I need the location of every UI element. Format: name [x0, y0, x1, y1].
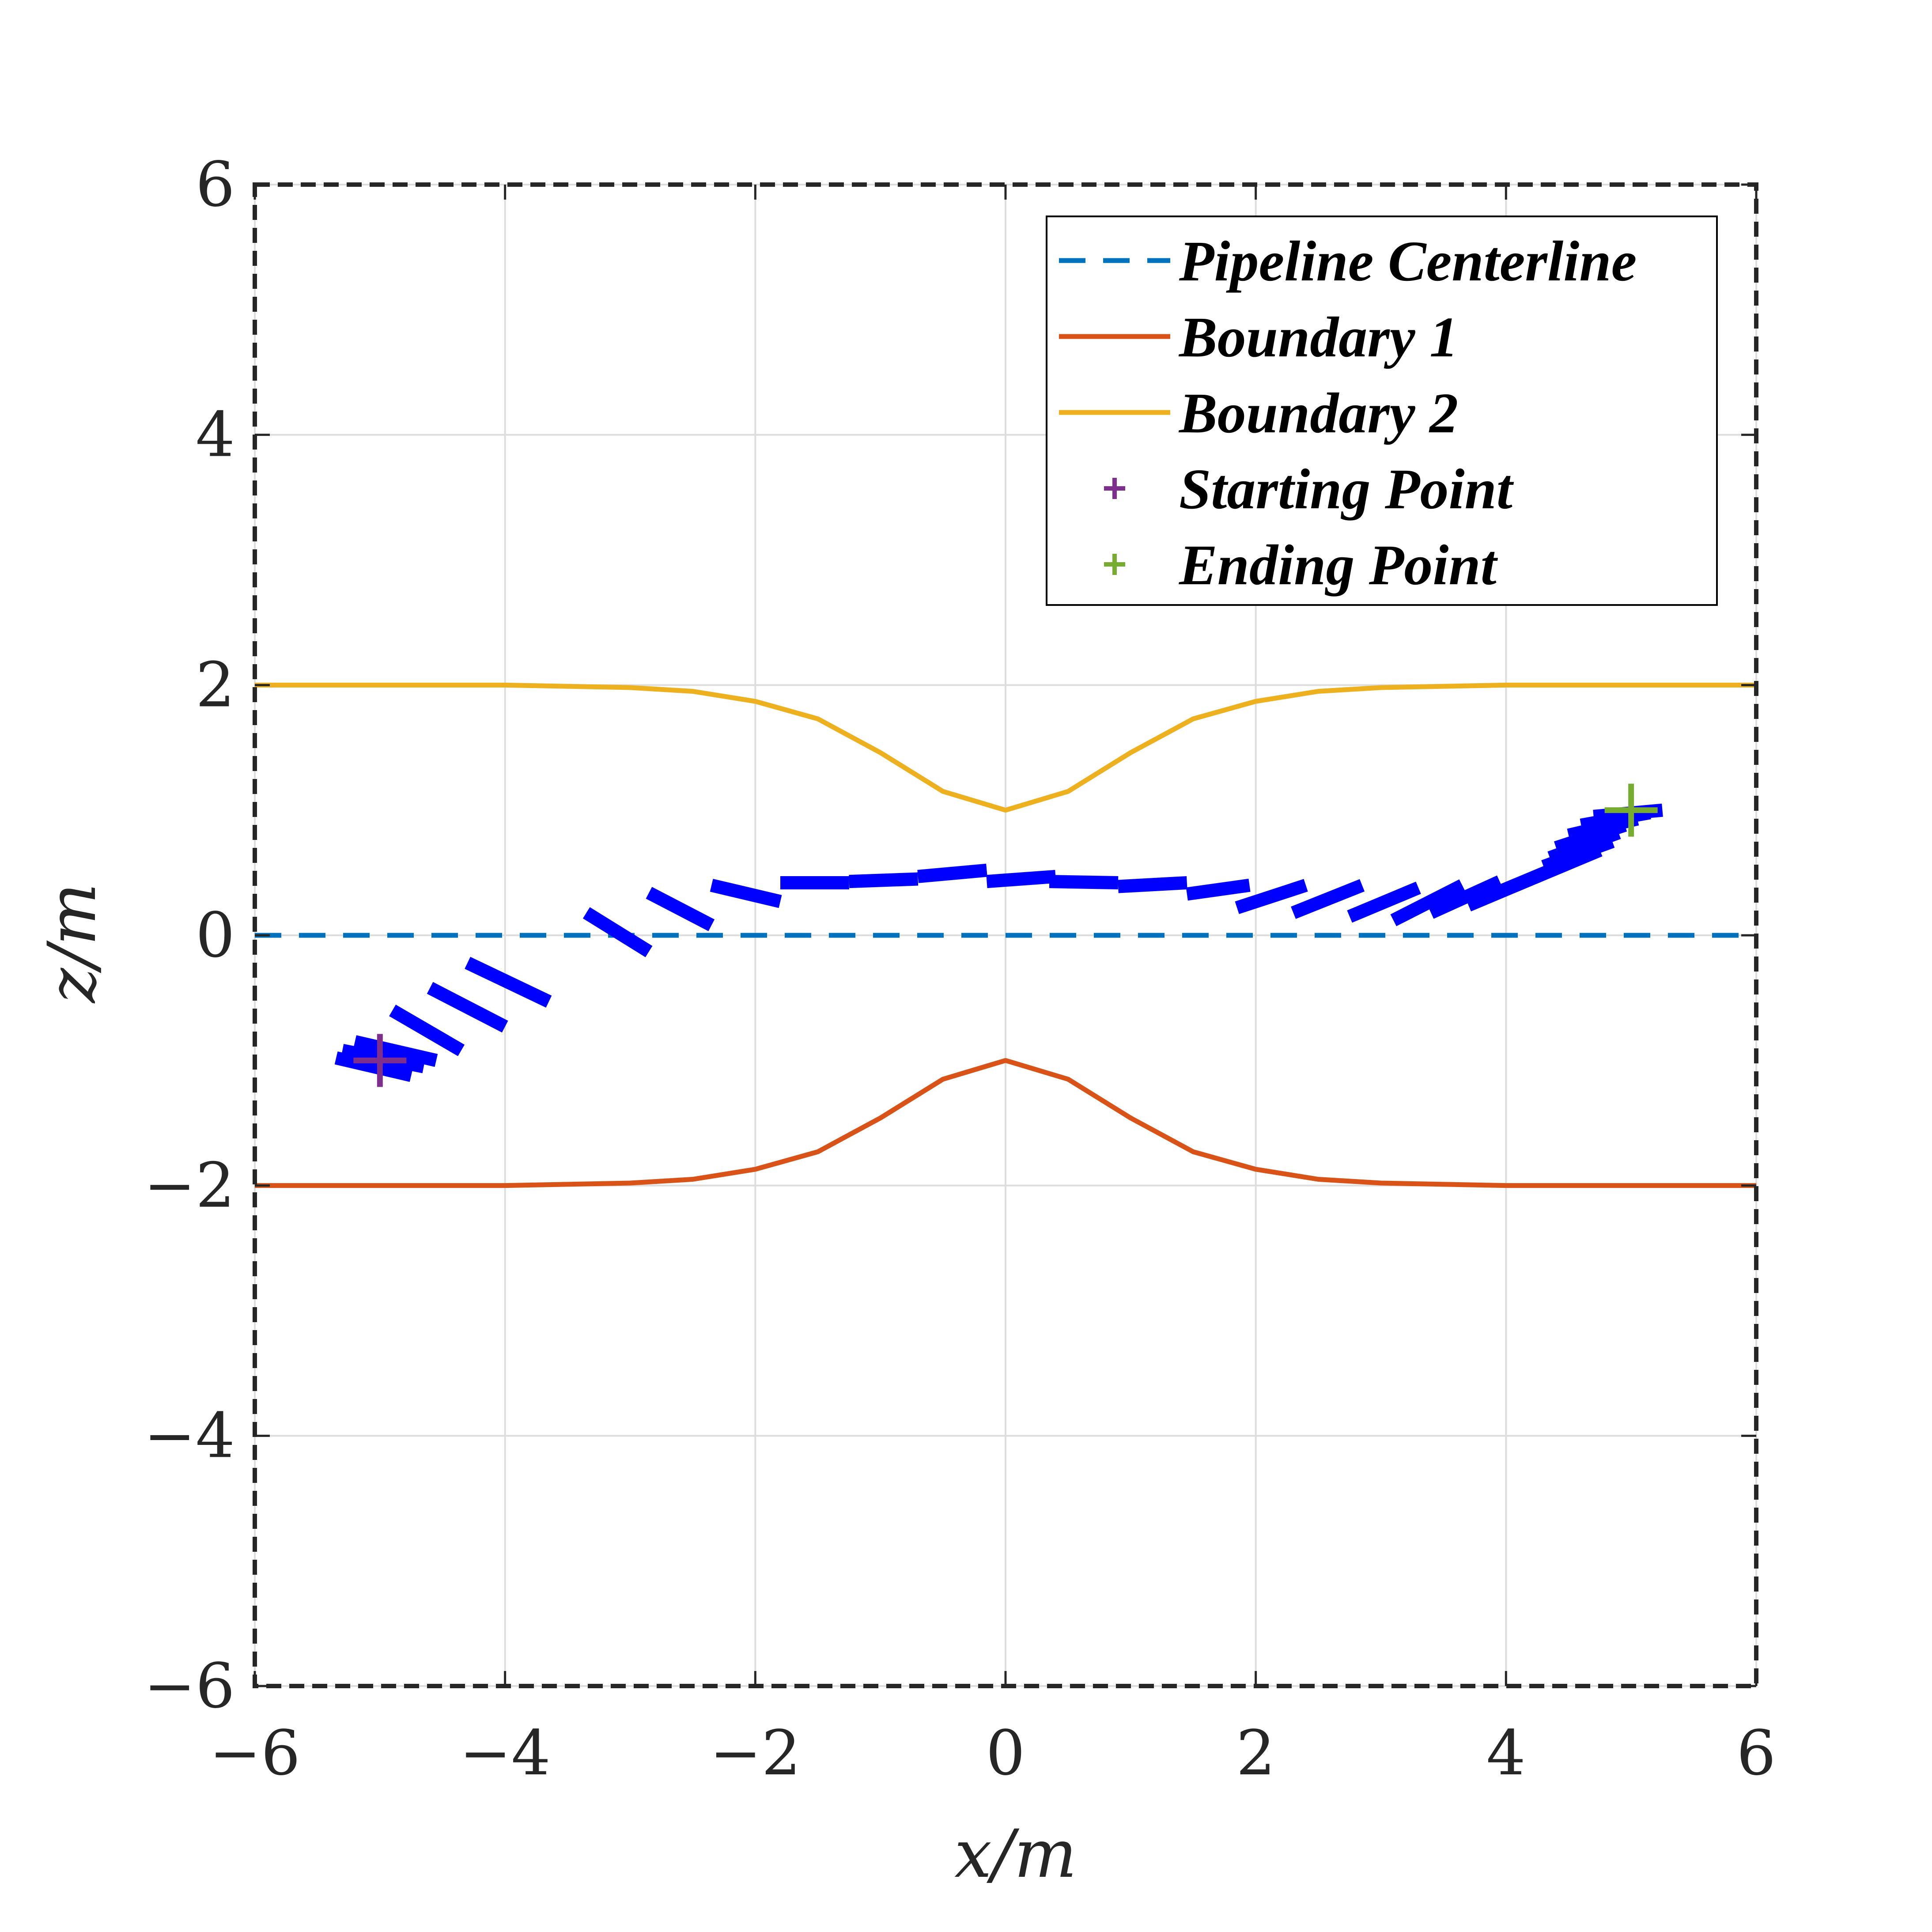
trajectory-segment: [646, 887, 715, 931]
boundary-1-line: [255, 1058, 1756, 1188]
trajectory-segment: [1235, 879, 1308, 914]
trajectory-segment: [1186, 878, 1251, 901]
trajectory-segment: [427, 982, 508, 1033]
x-tick-label: 2: [1236, 1717, 1275, 1789]
trajectory-segment: [986, 870, 1056, 888]
x-tick-label: 4: [1486, 1717, 1526, 1789]
trajectory-segment: [1390, 879, 1465, 926]
legend: Pipeline Centerline Boundary 1 Boundary 2 S…: [1046, 216, 1718, 606]
legend-label: Ending Point: [1179, 533, 1498, 597]
y-tick-label: −4: [144, 1400, 235, 1472]
y-tick-label: 0: [196, 900, 235, 972]
plot-series: [255, 682, 1756, 1188]
y-tick-label: 6: [196, 149, 235, 221]
x-tick-label: −6: [209, 1717, 300, 1789]
legend-label: Boundary 2: [1178, 382, 1458, 445]
trajectory-segment: [1118, 876, 1187, 893]
y-tick-label: −2: [144, 1150, 235, 1222]
x-tick-label: −2: [710, 1717, 801, 1789]
y-axis-label: z/m: [34, 883, 111, 1004]
y-tick-label: −6: [144, 1650, 235, 1722]
x-tick-label: 6: [1736, 1717, 1776, 1789]
x-axis-label: x/m: [954, 1816, 1077, 1893]
legend-label: Starting Point: [1179, 457, 1514, 521]
legend-swatch: [1104, 478, 1125, 499]
y-tick-label: 4: [196, 399, 235, 471]
ending-point-marker: [1604, 783, 1658, 837]
trajectory-segment: [849, 872, 919, 888]
trajectory-segment: [1428, 875, 1503, 919]
y-tick-label: 2: [196, 649, 235, 721]
tick-labels: −6 −4 −2 0 2 4 6 −6 −4 −2 0 2 4 6: [144, 149, 1776, 1789]
starting-point-marker: [353, 1034, 407, 1087]
axes-frame: [253, 182, 1758, 1688]
trajectory-segment: [917, 863, 987, 883]
x-tick-label: 0: [986, 1717, 1025, 1789]
trajectory-segment: [1291, 879, 1365, 919]
legend-label: Pipeline Centerline: [1179, 230, 1637, 293]
trajectory-segment: [1049, 875, 1119, 889]
legend-label: Boundary 1: [1178, 306, 1458, 369]
trajectory-segment: [389, 1005, 465, 1056]
trajectory-segment: [582, 907, 653, 957]
legend-swatch: [1104, 554, 1125, 575]
trajectory-segment: [710, 879, 782, 908]
trajectory-segment: [334, 1051, 413, 1082]
x-tick-label: −4: [459, 1717, 550, 1789]
trajectory-segment: [1347, 881, 1421, 923]
trajectory-segment: [465, 957, 552, 1008]
boundary-2-line: [255, 682, 1756, 813]
trajectory-segment: [353, 1035, 438, 1067]
